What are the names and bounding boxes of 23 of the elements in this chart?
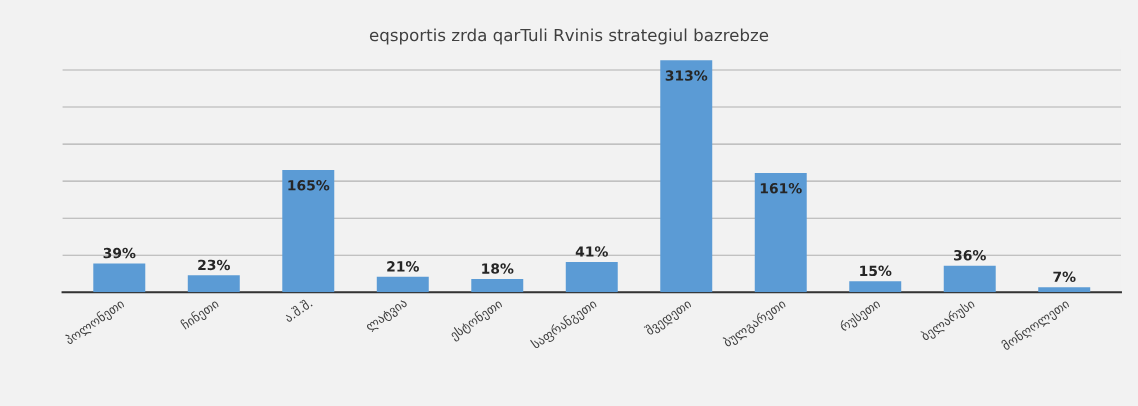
bar	[660, 60, 713, 293]
data-label: 161%	[760, 182, 802, 194]
bar	[187, 275, 240, 293]
bar	[1038, 287, 1091, 293]
chart-title: eqsportis zrda qarTuli Rvinis strategiul bazrebze	[369, 28, 769, 45]
bar	[849, 281, 902, 293]
bar	[471, 278, 524, 293]
bar	[565, 261, 618, 293]
data-label: 21%	[387, 261, 419, 272]
bar	[376, 276, 429, 293]
bar	[93, 263, 146, 293]
data-label: 313%	[665, 70, 708, 81]
data-label: 15%	[860, 265, 892, 277]
data-label: 36%	[954, 250, 986, 261]
data-label: 7%	[1053, 271, 1076, 282]
data-label: 39%	[103, 247, 136, 259]
data-label: 41%	[575, 246, 608, 257]
data-label: 165%	[288, 180, 330, 191]
bar	[282, 170, 335, 293]
data-label: 18%	[482, 263, 514, 274]
data-label: 23%	[198, 259, 230, 271]
bar	[943, 265, 996, 293]
bar	[754, 172, 807, 293]
